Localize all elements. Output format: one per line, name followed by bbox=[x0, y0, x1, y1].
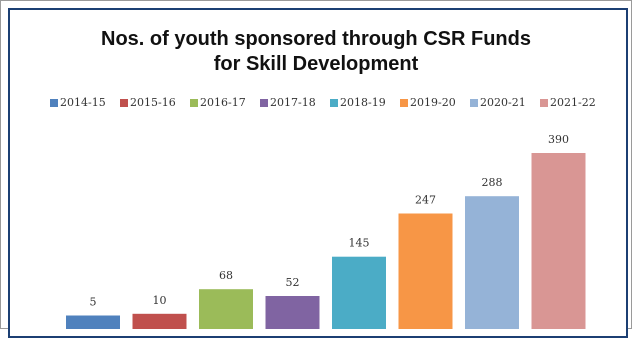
legend-swatch bbox=[120, 99, 128, 107]
bar-plot-area: 5 10 68 52 145 247 288 390 bbox=[66, 133, 586, 329]
legend-swatch bbox=[260, 99, 268, 107]
bar-2014-15 bbox=[66, 315, 120, 329]
data-label-2016-17: 68 bbox=[219, 269, 233, 282]
legend-swatch bbox=[540, 99, 548, 107]
data-label-2015-16: 10 bbox=[153, 294, 167, 307]
legend-swatch bbox=[470, 99, 478, 107]
legend-label: 2021-22 bbox=[550, 96, 596, 109]
legend-label: 2020-21 bbox=[480, 96, 526, 109]
legend-swatch bbox=[50, 99, 58, 107]
bar-2016-17 bbox=[199, 289, 253, 329]
legend-label: 2015-16 bbox=[130, 96, 176, 109]
bar-2018-19 bbox=[332, 256, 386, 329]
data-label-2014-15: 5 bbox=[90, 296, 97, 309]
legend-swatch bbox=[400, 99, 408, 107]
bar-2015-16 bbox=[132, 313, 187, 329]
legend-label: 2019-20 bbox=[410, 96, 456, 109]
legend-label: 2014-15 bbox=[60, 96, 106, 109]
data-label-2020-21: 288 bbox=[482, 176, 503, 189]
bar-2017-18 bbox=[265, 296, 320, 329]
data-label-2018-19: 145 bbox=[349, 237, 370, 250]
legend-swatch bbox=[330, 99, 338, 107]
chart-title-line-2: for Skill Development bbox=[213, 53, 419, 75]
data-label-2017-18: 52 bbox=[286, 276, 300, 289]
bar-2021-22 bbox=[531, 153, 586, 329]
legend-label: 2017-18 bbox=[270, 96, 316, 109]
chart-border bbox=[8, 8, 628, 338]
bar-2020-21 bbox=[465, 196, 519, 329]
chart-title-line-1: Nos. of youth sponsored through CSR Fund… bbox=[101, 28, 531, 50]
data-label-2021-22: 390 bbox=[548, 133, 569, 146]
chart-legend: 2014-15 2015-16 2016-17 2017-18 2018-19 2019-… bbox=[50, 95, 610, 111]
data-label-2019-20: 247 bbox=[415, 194, 436, 207]
legend-swatch bbox=[190, 99, 198, 107]
legend-label: 2016-17 bbox=[200, 96, 246, 109]
bar-2019-20 bbox=[398, 213, 453, 329]
legend-label: 2018-19 bbox=[340, 96, 386, 109]
